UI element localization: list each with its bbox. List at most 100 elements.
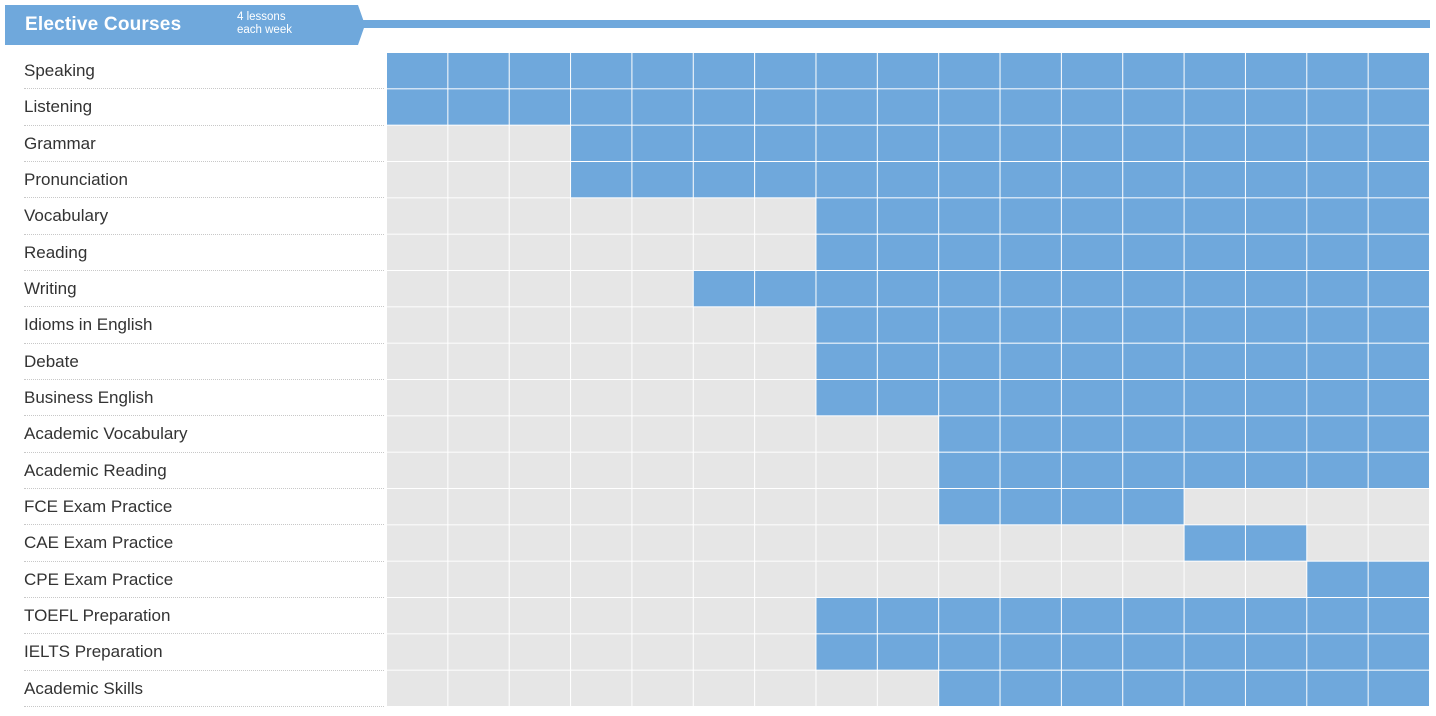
grid-cell-inactive [1245,561,1307,597]
grid-cell-inactive [632,234,693,270]
grid-cell-active [1307,271,1368,307]
grid-cell-active [1245,670,1307,706]
grid-cell-inactive [693,634,755,670]
grid-cell-active [1307,634,1368,670]
grid-cell-inactive [1184,489,1245,525]
grid-cell-active [1307,598,1368,634]
grid-cell-active [509,89,571,125]
grid-cell-inactive [509,561,571,597]
grid-cell-inactive [877,561,939,597]
grid-cell-active [1061,380,1123,416]
grid-cell-active [755,53,816,89]
grid-cell-inactive [448,343,509,379]
grid-cell-active [1123,598,1184,634]
course-label: Speaking [24,53,384,90]
grid-cell-active [816,271,877,307]
grid-cell-inactive [387,380,448,416]
grid-cell-active [1061,598,1123,634]
grid-cell-active [1368,598,1429,634]
grid-cell-active [1368,198,1429,234]
grid-cell-inactive [509,489,571,525]
grid-cell-active [571,162,632,198]
grid-cell-active [1061,416,1123,452]
grid-cell-active [387,89,448,125]
grid-cell-inactive [1307,489,1368,525]
grid-cell-active [1307,380,1368,416]
grid-cell-inactive [387,561,448,597]
grid-cell-active [939,89,1000,125]
grid-cell-active [939,380,1000,416]
grid-cell-inactive [693,416,755,452]
grid-cell-inactive [571,271,632,307]
grid-cell-inactive [755,489,816,525]
grid-cell-active [1000,670,1061,706]
grid-cell-active [1245,634,1307,670]
grid-cell-active [816,198,877,234]
grid-cell-active [1184,343,1245,379]
grid-cell-active [1184,670,1245,706]
grid-cell-inactive [387,343,448,379]
grid-cell-active [1368,380,1429,416]
grid-cell-active [1061,162,1123,198]
grid-cell-inactive [448,307,509,343]
grid-cell-active [1307,343,1368,379]
grid-cell-inactive [571,343,632,379]
grid-cell-inactive [571,452,632,488]
grid-cell-active [1123,89,1184,125]
grid-cell-active [816,89,877,125]
course-label: IELTS Preparation [24,634,384,671]
grid-cell-active [1000,634,1061,670]
grid-cell-inactive [755,343,816,379]
grid-cell-active [1000,380,1061,416]
grid-cell-inactive [1000,561,1061,597]
grid-cell-inactive [509,162,571,198]
grid-cell-active [816,634,877,670]
grid-cell-inactive [387,670,448,706]
grid-cell-inactive [816,489,877,525]
grid-cell-active [1184,234,1245,270]
grid-cell-inactive [571,307,632,343]
grid-cell-active [1184,162,1245,198]
grid-cell-inactive [448,380,509,416]
grid-cell-active [1123,380,1184,416]
grid-cell-inactive [816,525,877,561]
grid-cell-active [877,271,939,307]
grid-cell-active [1184,271,1245,307]
grid-cell-active [1000,89,1061,125]
grid-cell-active [939,489,1000,525]
course-label: Grammar [24,126,384,162]
grid-cell-active [1245,162,1307,198]
grid-cell-active [693,125,755,161]
grid-cell-active [1000,452,1061,488]
grid-cell-inactive [693,307,755,343]
grid-cell-active [877,53,939,89]
grid-cell-inactive [387,598,448,634]
grid-cell-active [1245,53,1307,89]
grid-cell-inactive [387,307,448,343]
grid-cell-inactive [1245,489,1307,525]
grid-cell-inactive [387,198,448,234]
grid-cell-active [1123,670,1184,706]
grid-cell-active [1000,343,1061,379]
grid-cell-active [1307,162,1368,198]
grid-cell-active [632,125,693,161]
grid-cell-inactive [1368,489,1429,525]
grid-cell-active [571,53,632,89]
grid-cell-inactive [571,234,632,270]
grid-cell-active [1000,162,1061,198]
grid-cell-active [1000,416,1061,452]
grid-cell-active [939,271,1000,307]
grid-cell-inactive [571,561,632,597]
grid-cell-active [877,234,939,270]
grid-cell-active [571,125,632,161]
grid-cell-active [1184,198,1245,234]
grid-cell-active [1368,670,1429,706]
grid-cell-inactive [755,198,816,234]
grid-cell-active [1000,125,1061,161]
grid-cell-inactive [693,380,755,416]
grid-cell-active [1061,670,1123,706]
grid-cell-inactive [387,125,448,161]
grid-cell-active [816,53,877,89]
grid-cell-inactive [509,198,571,234]
grid-cell-active [1000,489,1061,525]
